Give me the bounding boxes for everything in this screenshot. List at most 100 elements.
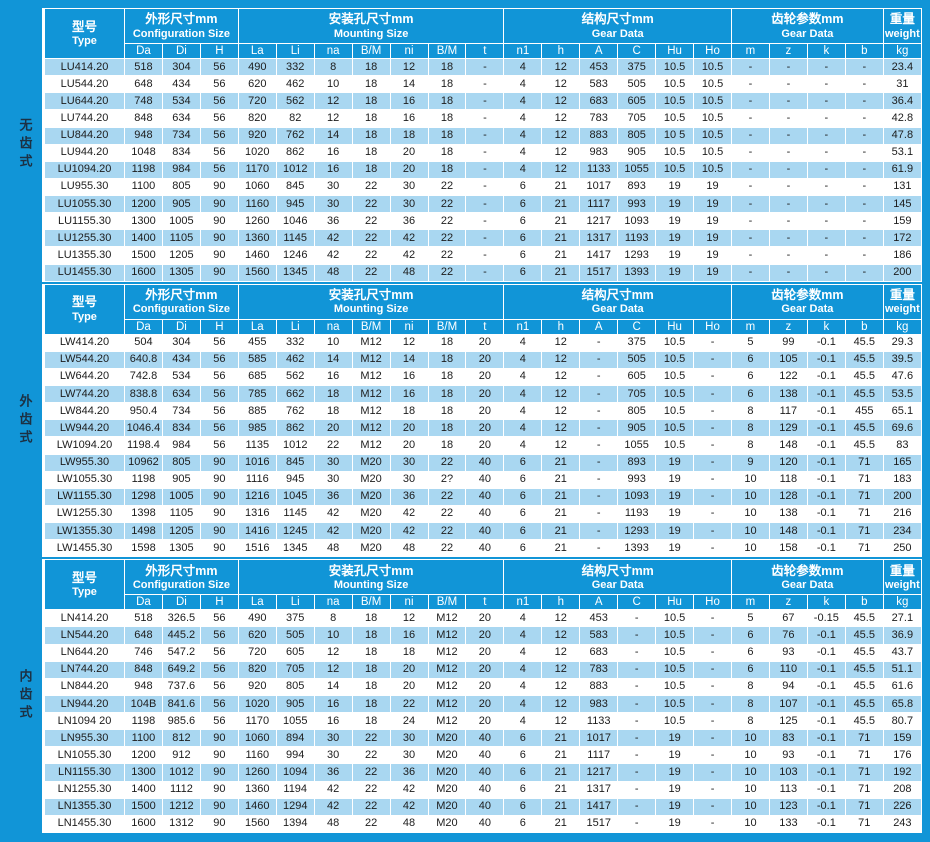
model-cell: LU644.20 <box>44 92 125 111</box>
value-cell: 19 <box>655 539 695 558</box>
value-cell: 80.7 <box>882 712 922 731</box>
value-cell: 505 <box>275 626 315 645</box>
value-cell: 883 <box>579 677 619 696</box>
value-cell: 18 <box>427 419 467 438</box>
model-cell: LU1094.20 <box>44 160 125 179</box>
value-cell: 1198 <box>124 712 163 731</box>
value-cell: 805 <box>161 177 201 197</box>
value-cell: 18 <box>351 109 391 128</box>
value-cell: 90 <box>199 194 239 214</box>
value-cell: 42 <box>313 780 353 799</box>
value-cell: 65.1 <box>882 402 922 421</box>
table-row: LN1455.30 1600 1312 90 1560 1394 48 22 48 M20 40 6 2… <box>44 814 922 834</box>
value-cell: 1212 <box>161 797 201 816</box>
value-cell: - <box>806 143 846 162</box>
value-cell: 893 <box>617 177 657 197</box>
value-cell: 1200 <box>124 194 163 214</box>
section-external-gear: 外齿式 型号 Type 外形尺寸mm Configuration Size 安装孔尺寸m… <box>8 283 922 558</box>
value-cell: 16 <box>389 367 429 387</box>
value-cell: 18 <box>351 643 391 662</box>
value-cell: 10.5 <box>655 419 695 438</box>
value-cell: 61.9 <box>882 160 922 179</box>
value-cell: - <box>617 694 657 714</box>
value-cell: 10.5 <box>693 109 732 128</box>
value-cell: 19 <box>655 487 695 506</box>
value-cell: -0.1 <box>806 350 846 369</box>
value-cell: 20 <box>389 660 429 679</box>
value-cell: -0.1 <box>806 367 846 387</box>
column-header: h <box>541 594 581 611</box>
value-cell: 71 <box>844 797 884 816</box>
value-cell: 1500 <box>124 246 163 265</box>
value-cell: 10.5 <box>655 350 695 369</box>
spec-table-wrap: 型号 Type 外形尺寸mm Configuration Size 安装孔尺寸mm Mou… <box>44 559 922 834</box>
value-cell: 1516 <box>237 539 277 558</box>
value-cell: 192 <box>882 763 922 782</box>
column-header: t <box>465 318 505 335</box>
value-cell: 216 <box>882 504 922 524</box>
value-cell: 30 <box>313 746 353 765</box>
value-cell: 99 <box>768 333 808 352</box>
value-cell: 56 <box>199 92 239 111</box>
model-cell: LU744.20 <box>44 109 125 128</box>
value-cell: - <box>579 367 619 387</box>
value-cell: - <box>844 126 884 145</box>
value-cell: 22 <box>427 522 467 541</box>
table-row: LW1255.30 1398 1105 90 1316 1145 42 M20 42 22 40 6 2… <box>44 504 922 524</box>
value-cell: 805 <box>161 453 201 472</box>
value-cell: 4 <box>503 109 543 128</box>
value-cell: 90 <box>199 780 239 799</box>
value-cell: 1300 <box>124 763 163 782</box>
value-cell: 21 <box>541 539 581 558</box>
value-cell: - <box>844 194 884 214</box>
value-cell: 90 <box>199 504 239 524</box>
value-cell: 42 <box>313 797 353 816</box>
group-header-en: Configuration Size <box>132 303 230 316</box>
value-cell: 332 <box>275 333 315 352</box>
value-cell: 10.5 <box>655 694 695 714</box>
value-cell: - <box>768 160 808 179</box>
value-cell: 19 <box>655 246 695 265</box>
value-cell: 22 <box>351 746 391 765</box>
value-cell: 12 <box>541 333 581 352</box>
value-cell: 19 <box>655 263 695 282</box>
model-cell: LN1355.30 <box>44 797 125 816</box>
value-cell: 12 <box>541 160 581 179</box>
value-cell: 10.5 <box>655 712 695 731</box>
value-cell: - <box>693 367 732 387</box>
value-cell: 375 <box>275 609 315 628</box>
value-cell: - <box>579 539 619 558</box>
value-cell: 948 <box>124 677 163 696</box>
value-cell: 56 <box>199 75 239 94</box>
group-header-zh: 外形尺寸mm <box>145 12 218 27</box>
value-cell: - <box>693 539 732 558</box>
column-header: h <box>541 43 581 59</box>
group-header-en: weight <box>884 578 920 591</box>
value-cell: 22 <box>427 487 467 506</box>
value-cell: 16 <box>389 109 429 128</box>
value-cell: 18 <box>351 57 391 77</box>
value-cell: 18 <box>351 143 391 162</box>
group-header-en: Gear Data <box>781 303 834 316</box>
value-cell: 94 <box>768 677 808 696</box>
column-header: Di <box>161 43 201 59</box>
value-cell: - <box>806 109 846 128</box>
value-cell: 53.1 <box>882 143 922 162</box>
value-cell: 12 <box>313 92 353 111</box>
column-header: Li <box>275 594 315 611</box>
table-row: LU1455.30 1600 1305 90 1560 1345 48 22 48 22-6 21 1… <box>44 263 922 282</box>
value-cell: 1345 <box>275 263 315 282</box>
value-cell: 22 <box>427 263 467 282</box>
value-cell: 22 <box>427 194 467 214</box>
value-cell: 748 <box>124 92 163 111</box>
table-row: LW955.30 10962 805 90 1016 845 30 M20 30 22 40 6 21-… <box>44 453 922 472</box>
value-cell: - <box>579 350 619 369</box>
value-cell: 453 <box>579 609 619 628</box>
value-cell: 848 <box>124 109 163 128</box>
model-cell: LN1094 20 <box>44 712 125 731</box>
column-header: Li <box>275 43 315 59</box>
value-cell: 455 <box>237 333 277 352</box>
value-cell: - <box>693 677 732 696</box>
value-cell: 1560 <box>237 263 277 282</box>
value-cell: 21 <box>541 263 581 282</box>
